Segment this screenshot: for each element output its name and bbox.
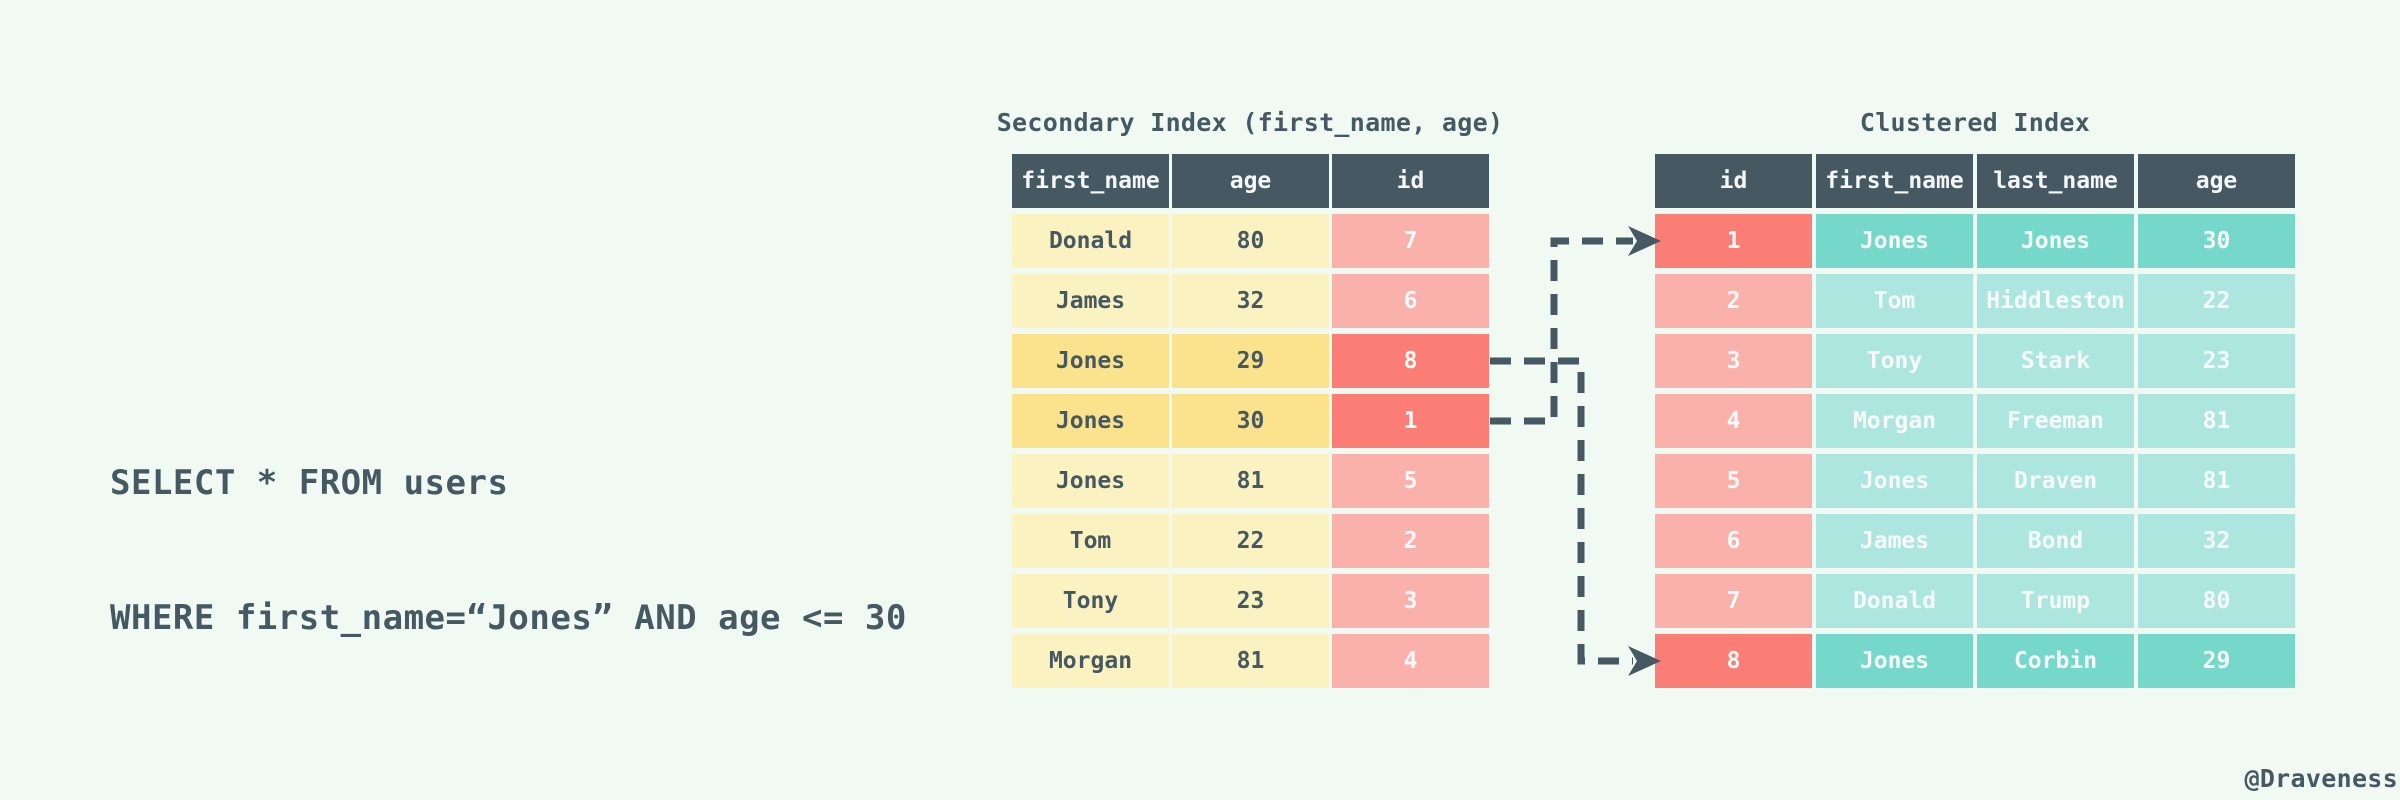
column-header-id: id [1655, 154, 1812, 208]
cell-age: 81 [1172, 454, 1329, 508]
cell-id: 7 [1332, 214, 1489, 268]
cell-age: 23 [1172, 574, 1329, 628]
column-header-first_name: first_name [1012, 154, 1169, 208]
cell-last_name: Jones [1977, 214, 2134, 268]
cell-first_name: Jones [1816, 214, 1973, 268]
arrow-line-to-id-8 [1490, 357, 1633, 665]
cell-age: 32 [1172, 274, 1329, 328]
cell-first_name: Donald [1816, 574, 1973, 628]
cell-first_name: Morgan [1816, 394, 1973, 448]
cell-first_name: Jones [1816, 454, 1973, 508]
cell-id: 5 [1655, 454, 1812, 508]
secondary-index-table: first_name age id Donald 80 7 James 32 6 Jones 29 8… [1012, 154, 1489, 688]
cell-id: 1 [1655, 214, 1812, 268]
cell-first_name: Morgan [1012, 634, 1169, 688]
cell-age: 80 [2138, 574, 2295, 628]
cell-last_name: Corbin [1977, 634, 2134, 688]
cell-id: 2 [1332, 514, 1489, 568]
cell-age: 29 [2138, 634, 2295, 688]
cell-last_name: Hiddleston [1977, 274, 2134, 328]
cell-id: 6 [1655, 514, 1812, 568]
column-header-last_name: last_name [1977, 154, 2134, 208]
cell-id: 4 [1655, 394, 1812, 448]
column-header-first_name: first_name [1816, 154, 1973, 208]
cell-id: 2 [1655, 274, 1812, 328]
column-header-age: age [2138, 154, 2295, 208]
cell-first_name: Donald [1012, 214, 1169, 268]
cell-first_name: Tony [1816, 334, 1973, 388]
cell-last_name: Draven [1977, 454, 2134, 508]
cell-last_name: Stark [1977, 334, 2134, 388]
cell-id: 1 [1332, 394, 1489, 448]
clustered-index-table: id first_name last_name age 1 Jones Jones 30 2 To… [1655, 154, 2295, 688]
cell-age: 30 [2138, 214, 2295, 268]
cell-first_name: James [1012, 274, 1169, 328]
cell-age: 22 [2138, 274, 2295, 328]
cell-id: 4 [1332, 634, 1489, 688]
cell-id: 6 [1332, 274, 1489, 328]
cell-id: 8 [1332, 334, 1489, 388]
cell-age: 81 [1172, 634, 1329, 688]
cell-last_name: Bond [1977, 514, 2134, 568]
column-header-id: id [1332, 154, 1489, 208]
cell-id: 3 [1332, 574, 1489, 628]
arrow-line-to-id-1 [1490, 237, 1633, 425]
cell-id: 5 [1332, 454, 1489, 508]
cell-id: 7 [1655, 574, 1812, 628]
cell-age: 29 [1172, 334, 1329, 388]
cell-age: 80 [1172, 214, 1329, 268]
sql-query-line-1: SELECT * FROM users [110, 463, 509, 503]
cell-age: 81 [2138, 394, 2295, 448]
cell-last_name: Freeman [1977, 394, 2134, 448]
cell-first_name: Jones [1012, 394, 1169, 448]
cell-age: 30 [1172, 394, 1329, 448]
cell-age: 32 [2138, 514, 2295, 568]
cell-id: 8 [1655, 634, 1812, 688]
cell-first_name: Tom [1012, 514, 1169, 568]
cell-age: 23 [2138, 334, 2295, 388]
cell-age: 81 [2138, 454, 2295, 508]
cell-first_name: Jones [1816, 634, 1973, 688]
cell-first_name: James [1816, 514, 1973, 568]
cell-first_name: Jones [1012, 334, 1169, 388]
cell-first_name: Tom [1816, 274, 1973, 328]
cell-id: 3 [1655, 334, 1812, 388]
sql-query-line-2: WHERE first_name=“Jones” AND age <= 30 [110, 598, 907, 638]
clustered-index-title: Clustered Index [1859, 108, 2091, 137]
cell-last_name: Trump [1977, 574, 2134, 628]
cell-age: 22 [1172, 514, 1329, 568]
sql-query: SELECT * FROM users WHERE first_name=“Jo… [110, 371, 907, 731]
cell-first_name: Jones [1012, 454, 1169, 508]
cell-first_name: Tony [1012, 574, 1169, 628]
secondary-index-title: Secondary Index (first_name, age) [996, 108, 1504, 137]
column-header-age: age [1172, 154, 1329, 208]
credit-watermark: @Draveness [2244, 764, 2398, 793]
